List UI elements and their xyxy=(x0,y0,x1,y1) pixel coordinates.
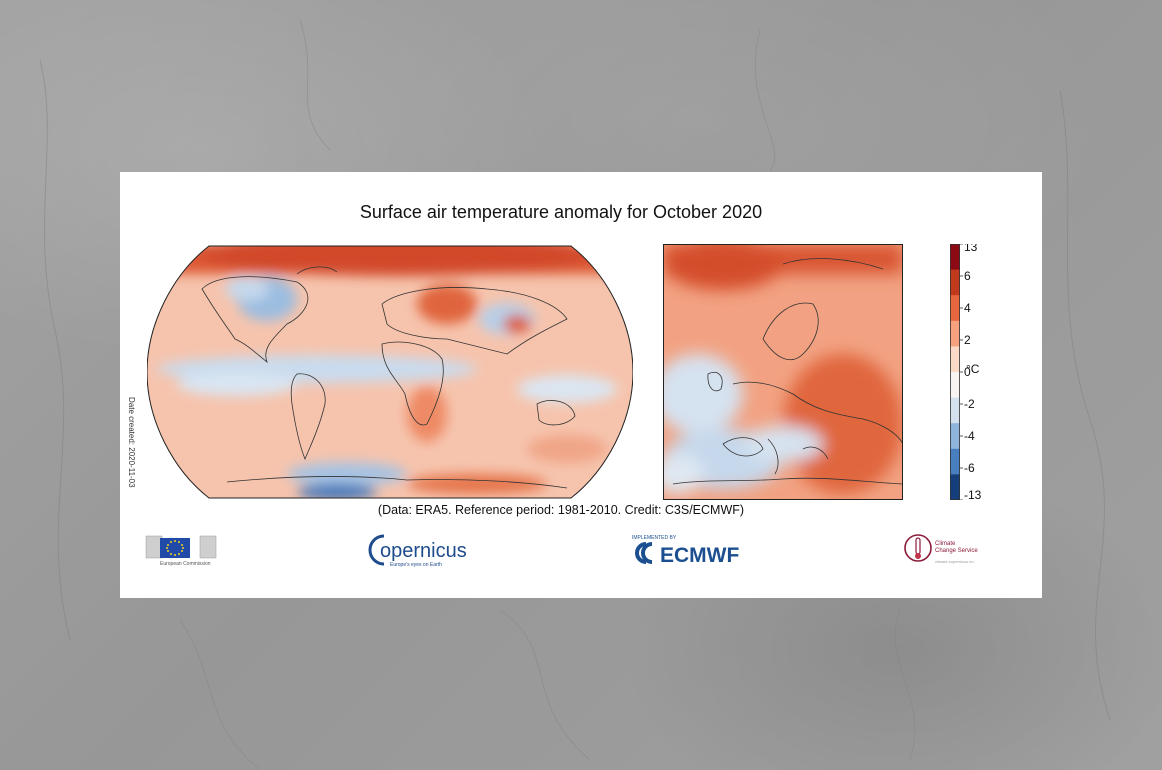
c3s-logo: Climate Change Service climate.copernicu… xyxy=(902,530,1002,575)
ecmwf-logo: IMPLEMENTED BY ECMWF xyxy=(630,532,770,573)
svg-text:Climate: Climate xyxy=(935,541,956,547)
colorbar-segment xyxy=(950,448,960,475)
svg-text:Change Service: Change Service xyxy=(935,548,978,554)
colorbar-tick-label: 2 xyxy=(964,333,971,347)
svg-text:opernicus: opernicus xyxy=(380,540,467,562)
svg-text:ECMWF: ECMWF xyxy=(660,544,739,567)
colorbar-tick-label: -4 xyxy=(964,429,975,443)
colorbar-segment xyxy=(950,372,960,399)
colorbar-tick-label: 0 xyxy=(964,365,971,379)
global-anomaly-map xyxy=(146,244,634,505)
colorbar-segment xyxy=(950,295,960,322)
figure-card: Surface air temperature anomaly for Octo… xyxy=(120,172,1042,598)
colorbar: 13 6 4 2 0 -2 -4 -6 -13 xyxy=(950,240,1000,505)
colorbar-tick-label: 4 xyxy=(964,301,971,315)
date-created-label: Date created: 2020-11-03 xyxy=(127,397,136,488)
colorbar-segment xyxy=(950,423,960,450)
colorbar-tick-label: -13 xyxy=(964,488,982,500)
colorbar-segment xyxy=(950,244,960,271)
colorbar-tick-label: -6 xyxy=(964,461,975,475)
colorbar-tick-label: 13 xyxy=(964,244,978,254)
colorbar-segment xyxy=(950,269,960,296)
figure-title: Surface air temperature anomaly for Octo… xyxy=(359,202,763,222)
svg-text:European Commission: European Commission xyxy=(160,561,211,567)
colorbar-tick-label: -2 xyxy=(964,397,975,411)
colorbar-tick-label: 6 xyxy=(964,269,971,283)
colorbar-segment xyxy=(950,474,960,501)
colorbar-border xyxy=(950,244,960,500)
svg-text:Europe's eyes on Earth: Europe's eyes on Earth xyxy=(390,562,442,568)
data-credit-note: (Data: ERA5. Reference period: 1981-2010… xyxy=(377,503,745,517)
europe-anomaly-map xyxy=(663,244,903,505)
copernicus-logo: opernicus Europe's eyes on Earth xyxy=(368,530,468,575)
svg-text:IMPLEMENTED BY: IMPLEMENTED BY xyxy=(632,535,677,541)
colorbar-unit: °C xyxy=(966,362,980,376)
colorbar-segment xyxy=(950,397,960,424)
colorbar-segment xyxy=(950,346,960,373)
svg-text:climate.copernicus.eu: climate.copernicus.eu xyxy=(935,559,974,564)
colorbar-segment xyxy=(950,320,960,347)
eu-commission-logo: European Commission xyxy=(144,530,220,575)
